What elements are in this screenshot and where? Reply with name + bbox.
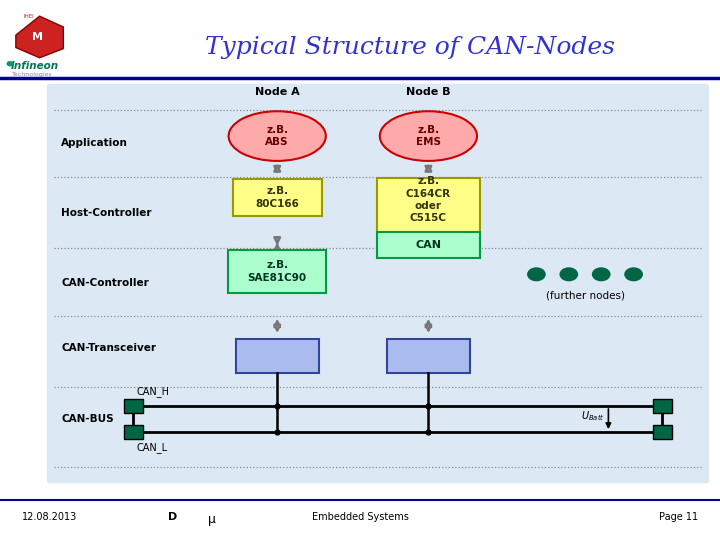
Text: Embedded Systems: Embedded Systems [312, 512, 408, 522]
Text: CAN-Transceiver: CAN-Transceiver [61, 343, 156, 353]
FancyBboxPatch shape [377, 232, 480, 258]
Text: μ: μ [209, 513, 216, 526]
Text: Node A: Node A [255, 87, 300, 97]
Text: IHEI: IHEI [23, 14, 34, 19]
Text: Infineon: Infineon [11, 61, 59, 71]
Polygon shape [16, 16, 63, 58]
Text: z.B.
80C166: z.B. 80C166 [256, 186, 299, 209]
FancyBboxPatch shape [387, 339, 469, 373]
Text: $U_{Batt}$: $U_{Batt}$ [581, 409, 605, 423]
Ellipse shape [229, 111, 325, 161]
FancyBboxPatch shape [47, 84, 709, 483]
Text: CAN_L: CAN_L [137, 442, 168, 453]
Ellipse shape [380, 111, 477, 161]
Text: z.B.
SAE81C90: z.B. SAE81C90 [248, 260, 307, 283]
Text: (further nodes): (further nodes) [546, 291, 624, 301]
Circle shape [527, 267, 546, 281]
Text: CAN: CAN [415, 240, 441, 250]
Text: Technologies: Technologies [12, 72, 52, 77]
Text: z.B.
EMS: z.B. EMS [416, 125, 441, 147]
Text: Typical Structure of CAN-Nodes: Typical Structure of CAN-Nodes [205, 36, 616, 59]
Text: D: D [168, 512, 177, 522]
Circle shape [559, 267, 578, 281]
Text: Page 11: Page 11 [660, 512, 698, 522]
Text: Host-Controller: Host-Controller [61, 208, 152, 218]
Text: Application: Application [61, 138, 128, 148]
FancyBboxPatch shape [377, 178, 480, 232]
FancyBboxPatch shape [236, 339, 319, 373]
Text: CAN_H: CAN_H [137, 387, 170, 397]
FancyBboxPatch shape [124, 399, 143, 413]
Circle shape [624, 267, 643, 281]
FancyBboxPatch shape [124, 425, 143, 439]
Text: z.B.
ABS: z.B. ABS [266, 125, 289, 147]
Circle shape [592, 267, 611, 281]
Text: z.B.
C164CR
oder
C515C: z.B. C164CR oder C515C [406, 176, 451, 224]
Text: CAN-Controller: CAN-Controller [61, 279, 149, 288]
FancyBboxPatch shape [653, 425, 672, 439]
Text: 12.08.2013: 12.08.2013 [22, 512, 77, 522]
Text: CAN-BUS: CAN-BUS [61, 414, 114, 423]
FancyBboxPatch shape [653, 399, 672, 413]
Text: Node B: Node B [406, 87, 451, 97]
Circle shape [6, 61, 14, 66]
FancyBboxPatch shape [233, 179, 322, 216]
Text: M: M [32, 32, 43, 42]
FancyBboxPatch shape [228, 250, 326, 293]
